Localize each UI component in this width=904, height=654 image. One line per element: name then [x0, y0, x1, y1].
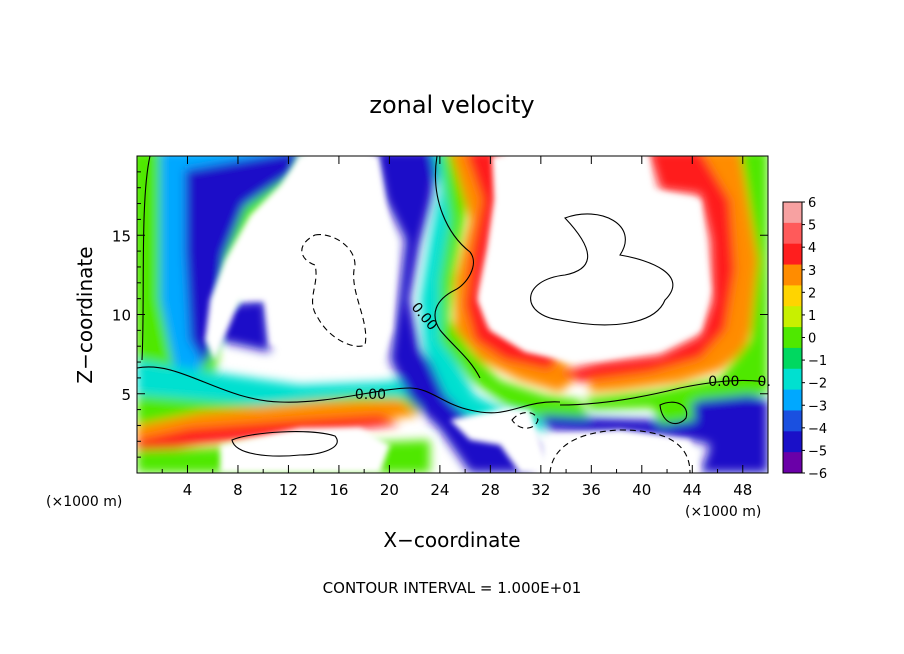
- x-tick-label: 16: [329, 481, 348, 499]
- colorbar-tick-label: 0: [808, 332, 816, 347]
- colorbar-swatch: [783, 264, 802, 286]
- x-tick-label: 48: [733, 481, 752, 499]
- contour-zero-central: [434, 156, 481, 379]
- contour-lines: [137, 156, 766, 473]
- colorbar-swatch: [783, 243, 802, 266]
- white-region-bottom-left: [220, 428, 390, 473]
- y-axis-ticks: 5 10 15: [112, 171, 768, 458]
- colorbar-tick-label: 2: [808, 286, 816, 301]
- colorbar-swatch: [783, 285, 802, 307]
- y-unit-label: (×1000 m): [46, 494, 122, 510]
- contour-dashed-left: [301, 234, 367, 347]
- contour-label: 0.00: [355, 387, 386, 403]
- x-tick-label: 40: [632, 481, 651, 499]
- contour-zero-right: [559, 379, 766, 406]
- colorbar-swatch: [783, 222, 802, 245]
- colorbar-tick-label: −3: [808, 399, 827, 414]
- colorbar-swatch: [783, 389, 802, 411]
- white-region-right: [478, 156, 710, 360]
- contour-closed-lower-right: [659, 401, 688, 425]
- x-tick-label: 44: [683, 481, 702, 499]
- y-tick-label: 5: [121, 386, 131, 404]
- colorbar-tick-label: 1: [808, 309, 816, 324]
- colorbar-tick-label: −2: [808, 377, 827, 392]
- contour-label: 0.: [758, 374, 771, 390]
- colorbar-swatch: [783, 452, 802, 474]
- contour-zero-left: [141, 156, 151, 361]
- contour-dashed-bottom-right: [549, 429, 691, 473]
- field-lower-right-blue: [540, 395, 768, 473]
- colorbar-swatch: [783, 368, 802, 391]
- colorbar-tick-label: 6: [808, 196, 816, 211]
- x-tick-label: 32: [531, 481, 550, 499]
- field-central-green: [440, 156, 590, 420]
- white-region-left: [205, 156, 395, 360]
- x-axis-label: X−coordinate: [383, 528, 520, 552]
- y-tick-label: 10: [112, 307, 131, 325]
- white-region-bottom-center: [450, 408, 550, 473]
- x-tick-label: 8: [233, 481, 243, 499]
- y-tick-label: 15: [112, 227, 131, 245]
- colorbar-swatch: [783, 306, 802, 328]
- colorbar-swatch: [783, 202, 802, 224]
- x-tick-label: 36: [582, 481, 601, 499]
- x-tick-label: 12: [279, 481, 298, 499]
- field-right-green: [585, 156, 768, 410]
- field-right-orange: [590, 156, 768, 392]
- field-plume-red: [465, 156, 560, 370]
- colorbar-tick-label: −4: [808, 422, 827, 437]
- x-tick-label: 24: [430, 481, 449, 499]
- colorbar-swatch: [783, 410, 802, 432]
- colorbar-swatch: [783, 431, 802, 453]
- contour-closed-bottom-left: [231, 431, 338, 457]
- colorbar: 6 5 4 3 2 1 0 −1 −2 −3 −4 −5 −6: [782, 196, 827, 482]
- x-unit-label: (×1000 m): [685, 504, 761, 520]
- heatmap-field: [137, 156, 768, 473]
- x-tick-label: 4: [183, 481, 193, 499]
- colorbar-tick-label: −1: [808, 354, 827, 369]
- colorbar-tick-label: 3: [808, 264, 816, 279]
- colorbar-tick-label: −6: [808, 467, 827, 482]
- y-axis-label: Z−coordinate: [73, 246, 97, 383]
- white-region-bottom-right: [548, 430, 700, 473]
- x-tick-label: 28: [481, 481, 500, 499]
- colorbar-swatch: [783, 347, 802, 370]
- contour-closed-right: [530, 213, 674, 326]
- colorbar-tick-label: −5: [808, 444, 827, 459]
- colorbar-tick-label: 5: [808, 219, 816, 234]
- colorbar-tick-label: 4: [808, 241, 816, 256]
- contour-zero-horizontal: [137, 366, 561, 414]
- contour-dashed-bottom-center: [511, 411, 539, 429]
- chart-title: zonal velocity: [369, 91, 534, 119]
- field-central-blue: [376, 156, 540, 473]
- contour-interval-note: CONTOUR INTERVAL = 1.000E+01: [323, 579, 582, 597]
- contour-label: 0.00: [708, 374, 739, 390]
- x-axis-ticks: 4 8 12 16 20 24 28 32 36 40 44 48: [161, 156, 752, 499]
- x-tick-label: 20: [380, 481, 399, 499]
- colorbar-swatch: [783, 327, 802, 349]
